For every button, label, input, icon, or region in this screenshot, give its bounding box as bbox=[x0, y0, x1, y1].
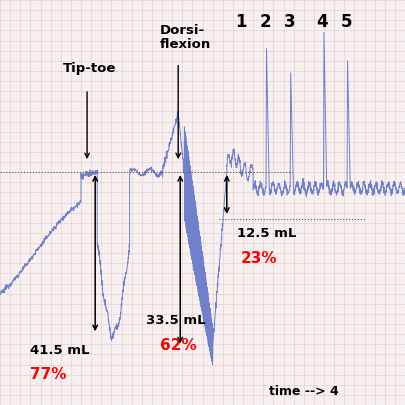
Text: Tip-toe: Tip-toe bbox=[63, 62, 116, 75]
Text: 41.5 mL: 41.5 mL bbox=[30, 344, 90, 357]
Text: 1: 1 bbox=[235, 13, 247, 31]
Text: 77%: 77% bbox=[30, 367, 67, 382]
Text: 23%: 23% bbox=[241, 251, 277, 266]
Text: 5: 5 bbox=[341, 13, 352, 31]
Text: 12.5 mL: 12.5 mL bbox=[237, 227, 296, 240]
Text: 62%: 62% bbox=[160, 338, 197, 353]
Text: time --> 4: time --> 4 bbox=[269, 385, 339, 398]
Text: Dorsi-
flexion: Dorsi- flexion bbox=[160, 23, 211, 51]
Text: 2: 2 bbox=[260, 13, 271, 31]
Text: 3: 3 bbox=[284, 13, 295, 31]
Text: 4: 4 bbox=[316, 13, 328, 31]
Text: 33.5 mL: 33.5 mL bbox=[146, 314, 205, 327]
